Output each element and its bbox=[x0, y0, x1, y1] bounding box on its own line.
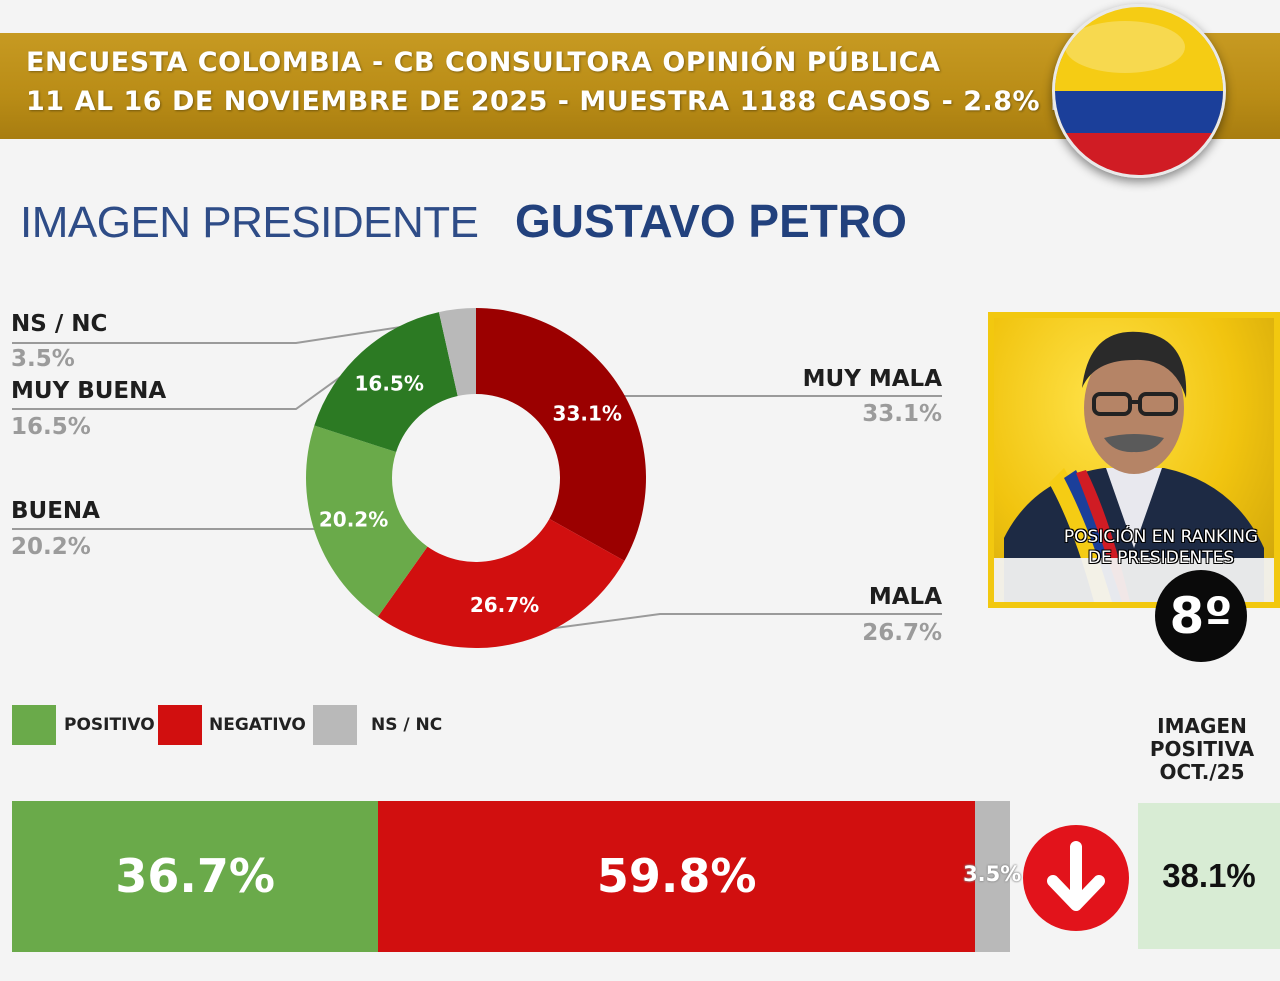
legend-label-positivo: POSITIVO bbox=[64, 715, 155, 735]
label-muy-buena-name: MUY BUENA bbox=[11, 378, 167, 404]
previous-box bbox=[1138, 803, 1280, 949]
bar-label-positivo: 36.7% bbox=[115, 849, 275, 903]
previous-label: IMAGEN POSITIVA OCT./25 bbox=[1149, 714, 1255, 784]
ranking-label: POSICIÓN EN RANKING DE PRESIDENTES bbox=[1063, 527, 1259, 568]
donut-slice-muy-buena bbox=[314, 312, 458, 453]
header-line-2: 11 AL 16 DE NOVIEMBRE DE 2025 - MUESTRA … bbox=[26, 86, 1118, 117]
label-mala-value: 26.7% bbox=[862, 620, 942, 646]
president-photo bbox=[988, 312, 1280, 608]
legend-swatch-negativo bbox=[158, 705, 202, 745]
donut-slices bbox=[306, 308, 646, 648]
label-buena-name: BUENA bbox=[11, 498, 100, 524]
donut-label-muy-buena: 16.5% bbox=[354, 372, 423, 396]
donut-labels: 33.1% 26.7% 20.2% 16.5% bbox=[319, 372, 622, 617]
ranking-position-badge: 8º bbox=[1155, 570, 1247, 662]
donut-label-muy-mala: 33.1% bbox=[553, 402, 622, 426]
label-muy-buena-value: 16.5% bbox=[11, 414, 91, 440]
donut-slice-buena bbox=[306, 425, 428, 617]
donut-slice-ns-nc bbox=[438, 308, 476, 397]
leader-line-mala bbox=[509, 613, 942, 635]
legend-swatch-nsnc bbox=[313, 705, 357, 745]
bar-label-negativo: 59.8% bbox=[596, 849, 757, 903]
donut-slice-mala bbox=[377, 518, 625, 648]
label-buena-value: 20.2% bbox=[11, 534, 91, 560]
legend-label-nsnc: NS / NC bbox=[371, 715, 443, 735]
label-muy-mala-value: 33.1% bbox=[862, 401, 942, 427]
label-nsnc-value: 3.5% bbox=[11, 346, 75, 372]
arrow-down-icon bbox=[1023, 825, 1129, 931]
label-nsnc-name: NS / NC bbox=[11, 311, 108, 337]
donut-slice-muy-mala bbox=[476, 308, 646, 561]
bar-segment-ns-nc bbox=[975, 801, 1010, 952]
donut-label-mala: 26.7% bbox=[470, 593, 539, 617]
bar-segment-positivo bbox=[12, 801, 379, 952]
legend-label-negativo: NEGATIVO bbox=[209, 715, 306, 735]
label-mala-name: MALA bbox=[868, 584, 942, 610]
previous-value: 38.1% bbox=[1162, 857, 1256, 894]
label-muy-mala-name: MUY MALA bbox=[802, 366, 942, 392]
donut-label-buena: 20.2% bbox=[319, 508, 388, 532]
header-line-1: ENCUESTA COLOMBIA - CB CONSULTORA OPINIÓ… bbox=[26, 47, 941, 78]
legend-swatch-positivo bbox=[12, 705, 56, 745]
page-title-name: GUSTAVO PETRO bbox=[515, 195, 907, 247]
page-title-prefix: IMAGEN PRESIDENTE bbox=[20, 198, 479, 247]
bar-segment-negativo bbox=[378, 801, 976, 952]
bar-label-ns-nc: 3.5% bbox=[963, 862, 1022, 886]
